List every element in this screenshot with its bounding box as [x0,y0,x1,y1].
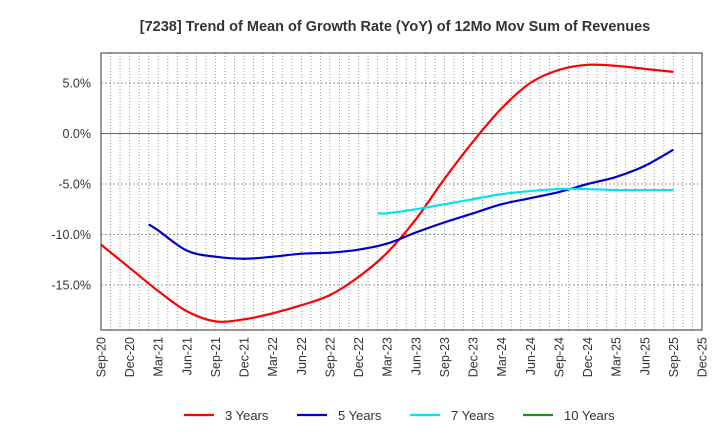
x-tick-label: Sep-22 [323,337,337,377]
legend-label-10-years: 10 Years [564,408,615,423]
x-tick-label: Dec-22 [352,337,366,377]
y-tick-label: -15.0% [51,279,91,293]
x-tick-label: Sep-21 [209,337,223,377]
x-tick-label: Sep-20 [95,337,109,377]
series-line-7-years [377,187,674,215]
x-tick-label: Mar-21 [152,337,166,377]
y-tick-label: -10.0% [51,228,91,242]
x-tick-label: Jun-24 [524,337,538,375]
x-tick-label: Jun-25 [638,337,652,375]
x-tick-label: Jun-23 [409,337,423,375]
legend: 3 Years 5 Years 7 Years 10 Years [184,408,615,423]
legend-label-3-years: 3 Years [225,408,269,423]
x-tick-label: Sep-23 [438,337,452,377]
x-tick-label: Mar-25 [610,337,624,377]
x-tick-label: Dec-23 [467,337,481,377]
legend-label-7-years: 7 Years [451,408,495,423]
legend-label-5-years: 5 Years [338,408,382,423]
x-tick-label: Sep-24 [552,337,566,377]
x-tick-label: Dec-25 [696,337,710,377]
x-tick-label: Dec-24 [581,337,595,377]
series-group [100,63,674,323]
chart-title: [7238] Trend of Mean of Growth Rate (YoY… [140,19,651,35]
x-tick-label: Dec-20 [123,337,137,377]
x-tick-label: Jun-22 [295,337,309,375]
x-axis: Sep-20 Dec-20 Mar-21 Jun-21 Sep-21 Dec-21 Mar-… [95,337,710,377]
series-line-5-years [148,148,674,260]
y-tick-label: 0.0% [63,127,92,141]
x-tick-label: Dec-21 [238,337,252,377]
y-tick-label: 5.0% [63,77,92,91]
x-tick-label: Sep-25 [667,337,681,377]
x-tick-label: Mar-23 [381,337,395,377]
y-axis: 5.0% 0.0% -5.0% -10.0% -15.0% [51,77,91,293]
series-line-3-years [100,63,674,323]
x-tick-label: Jun-21 [180,337,194,375]
x-tick-label: Mar-24 [495,337,509,377]
y-tick-label: -5.0% [58,178,91,192]
x-tick-label: Mar-22 [266,337,280,377]
plot-frame [100,52,703,331]
grid [101,53,702,330]
